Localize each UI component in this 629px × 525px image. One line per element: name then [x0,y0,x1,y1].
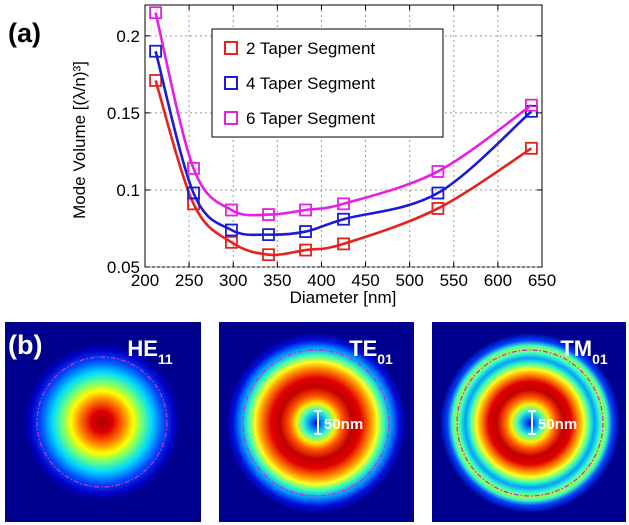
x-tick-label: 300 [219,271,247,290]
data-point [525,141,538,155]
x-tick-labels: 200 250 300 350 400 450 500 550 600 650 [131,271,556,290]
x-tick-label: 550 [440,271,468,290]
field-intensity [24,344,180,500]
legend: 2 Taper Segment 4 Taper Segment 6 Taper Se… [211,28,444,138]
series-line [154,80,533,257]
field-intensity [226,333,406,513]
x-tick-label: 600 [484,271,512,290]
x-tick-label: 200 [131,271,159,290]
mode-label-te01: TE01 [349,336,393,367]
data-point [187,186,200,200]
x-tick-label: 450 [351,271,379,290]
y-tick-labels: 0.05 0.1 0.15 0.2 [107,27,140,277]
x-tick-label: 250 [175,271,203,290]
data-point [225,223,238,237]
y-tick-label: 0.15 [107,104,140,123]
series-line [154,50,533,237]
data-point [187,161,200,175]
data-point [262,228,275,242]
field-map-tm01: 50nm TM01 [432,322,626,522]
mode-name: TE [349,336,377,361]
mode-label-he11: HE11 [127,336,173,367]
data-point [262,208,275,222]
series-layer [149,6,538,262]
x-tick-label: 400 [307,271,335,290]
panel-b-label: (b) [8,330,42,360]
data-point [431,202,445,215]
data-point [149,6,162,20]
data-point [337,212,350,226]
field-map-he11: HE11 [5,322,201,522]
data-point [299,203,312,217]
scale-label: 50nm [538,416,577,433]
data-point [149,74,162,87]
mode-subscript: 11 [158,351,173,367]
y-tick-label: 0.05 [107,258,140,277]
data-point [225,235,238,249]
x-axis-title: Diameter [nm] [290,288,397,307]
data-point [431,186,445,200]
legend-label: 2 Taper Segment [246,39,375,58]
data-point [525,98,538,112]
scale-label: 50nm [324,416,363,433]
mode-label-tm01: TM01 [560,336,608,367]
legend-box [211,28,444,138]
data-point [299,225,312,238]
field-map-te01: 50nm TE01 [219,322,414,522]
mode-subscript: 01 [377,351,393,367]
series-line [154,12,533,217]
data-point [337,197,350,211]
data-point [225,203,238,217]
y-axis-title: Mode Volume [(λ/n)³] [70,61,89,219]
data-point [299,243,312,257]
mode-name: TM [560,336,592,361]
legend-marker [224,111,238,125]
legend-label: 4 Taper Segment [246,74,375,93]
legend-marker [224,76,238,90]
data-point [337,237,350,251]
x-tick-label: 500 [395,271,423,290]
fiber-boundary [242,349,390,497]
data-point [149,44,162,58]
fiber-boundary [36,356,168,488]
y-tick-label: 0.2 [116,27,140,46]
mode-name: HE [127,336,158,361]
x-tick-label: 350 [263,271,291,290]
mode-subscript: 01 [592,351,608,367]
legend-marker [224,41,238,55]
series-3 [149,6,538,222]
x-tick-label: 650 [528,271,556,290]
data-point [262,248,275,262]
field-intensity [440,333,620,513]
data-point [431,165,445,178]
panel-a-label: (a) [8,18,41,48]
legend-label: 6 Taper Segment [246,109,375,128]
y-tick-label: 0.1 [116,181,140,200]
fiber-boundary [456,349,604,497]
axis-ticks [144,5,543,268]
